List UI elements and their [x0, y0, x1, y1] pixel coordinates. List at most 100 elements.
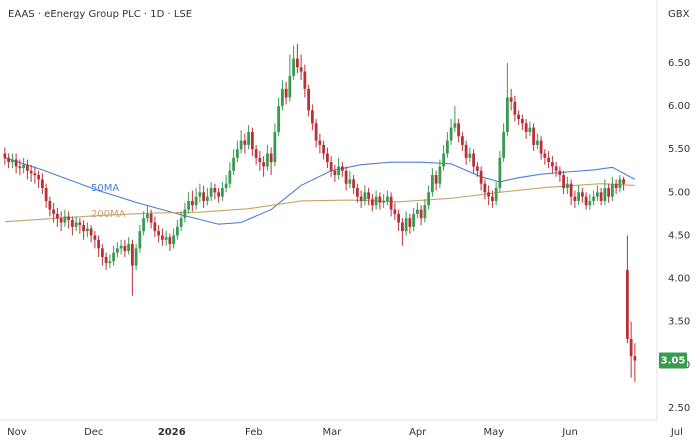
candle-body	[303, 71, 307, 89]
candle-body	[160, 235, 164, 240]
candle-body	[292, 58, 296, 76]
candle-body	[472, 153, 476, 167]
candle-body	[558, 170, 562, 176]
candle-body	[108, 261, 112, 264]
candle-body	[622, 179, 626, 184]
y-tick-label: 6.00	[668, 101, 690, 112]
y-tick-label: 4.00	[668, 274, 690, 285]
candle-body	[40, 179, 44, 189]
candle-body	[127, 244, 131, 251]
candle-body	[348, 179, 352, 184]
currency: GBX	[668, 9, 690, 20]
candle-body	[412, 213, 416, 227]
candle-body	[614, 183, 618, 189]
candle-body	[539, 140, 543, 154]
candle-body	[445, 140, 449, 154]
candle-body	[198, 192, 202, 197]
candle-body	[595, 192, 599, 197]
candle-body	[187, 200, 191, 210]
candle-body	[577, 192, 581, 201]
candle-body	[625, 269, 629, 339]
x-tick-label: Dec	[84, 427, 103, 438]
candle-body	[314, 123, 318, 141]
candle-body	[112, 252, 116, 262]
candle-body	[3, 153, 7, 158]
candle-body	[164, 237, 168, 240]
candle-body	[318, 140, 322, 145]
candle-body	[427, 192, 431, 206]
candle-body	[423, 205, 427, 219]
chart-title: EAAS · eEnergy Group PLC · 1D · LSE	[8, 9, 192, 20]
candle-body	[48, 200, 52, 210]
candle-body	[483, 183, 487, 193]
candle-body	[352, 179, 356, 189]
x-tick-label: Feb	[245, 427, 263, 438]
candle-body	[14, 159, 18, 167]
candle-body	[610, 183, 614, 197]
candle-body	[37, 175, 41, 180]
candle-body	[239, 140, 243, 150]
candle-body	[269, 153, 273, 163]
candle-body	[475, 166, 479, 171]
candle-body	[588, 200, 592, 206]
candle-body	[532, 127, 536, 145]
candle-body	[209, 188, 213, 197]
x-tick-label: Apr	[409, 427, 427, 438]
candle-body	[479, 170, 483, 184]
candle-body	[175, 226, 179, 236]
candle-body	[487, 192, 491, 197]
x-tick-label: Mar	[322, 427, 342, 438]
candle-body	[363, 192, 367, 201]
candle-body	[573, 196, 577, 201]
candle-body	[205, 196, 209, 201]
candle-body	[562, 175, 566, 189]
candle-body	[85, 228, 89, 232]
candle-body	[404, 218, 408, 232]
candle-body	[67, 216, 71, 220]
candle-body	[277, 106, 281, 132]
candle-body	[367, 192, 371, 200]
candle-body	[179, 218, 183, 227]
y-tick-label: 4.50	[668, 230, 690, 241]
candle-body	[599, 192, 603, 201]
candle-body	[603, 188, 607, 201]
candle-body	[153, 222, 157, 232]
candle-body	[340, 166, 344, 171]
legend-label: 50MA	[91, 183, 119, 194]
candle-body	[52, 209, 56, 214]
candle-body	[138, 231, 142, 249]
candle-body	[400, 222, 404, 232]
candle-body	[123, 245, 127, 251]
candle-body	[119, 245, 123, 249]
x-tick-label: Nov	[7, 427, 27, 438]
candle-body	[629, 338, 633, 357]
candle-body	[93, 235, 97, 240]
candle-body	[415, 209, 419, 214]
candle-body	[498, 157, 502, 189]
candle-body	[247, 131, 251, 145]
candle-body	[397, 213, 401, 223]
candle-body	[457, 123, 461, 137]
candle-body	[520, 119, 524, 124]
candle-body	[262, 162, 266, 167]
candle-body	[104, 257, 108, 264]
candle-body	[157, 231, 161, 236]
candle-body	[438, 166, 442, 184]
candle-body	[554, 166, 558, 171]
candle-body	[344, 170, 348, 184]
candle-body	[333, 170, 337, 176]
candle-body	[584, 196, 588, 206]
candle-body	[250, 131, 254, 150]
candle-body	[337, 166, 341, 176]
candle-body	[82, 225, 86, 232]
candle-body	[44, 188, 48, 201]
candle-body	[97, 239, 101, 249]
x-tick-label: Jun	[561, 427, 578, 438]
candle-body	[284, 88, 288, 98]
candle-body	[243, 140, 247, 145]
candle-body	[194, 196, 198, 206]
candle-body	[449, 127, 453, 141]
last-price-box	[659, 352, 687, 369]
candle-body	[618, 179, 622, 189]
